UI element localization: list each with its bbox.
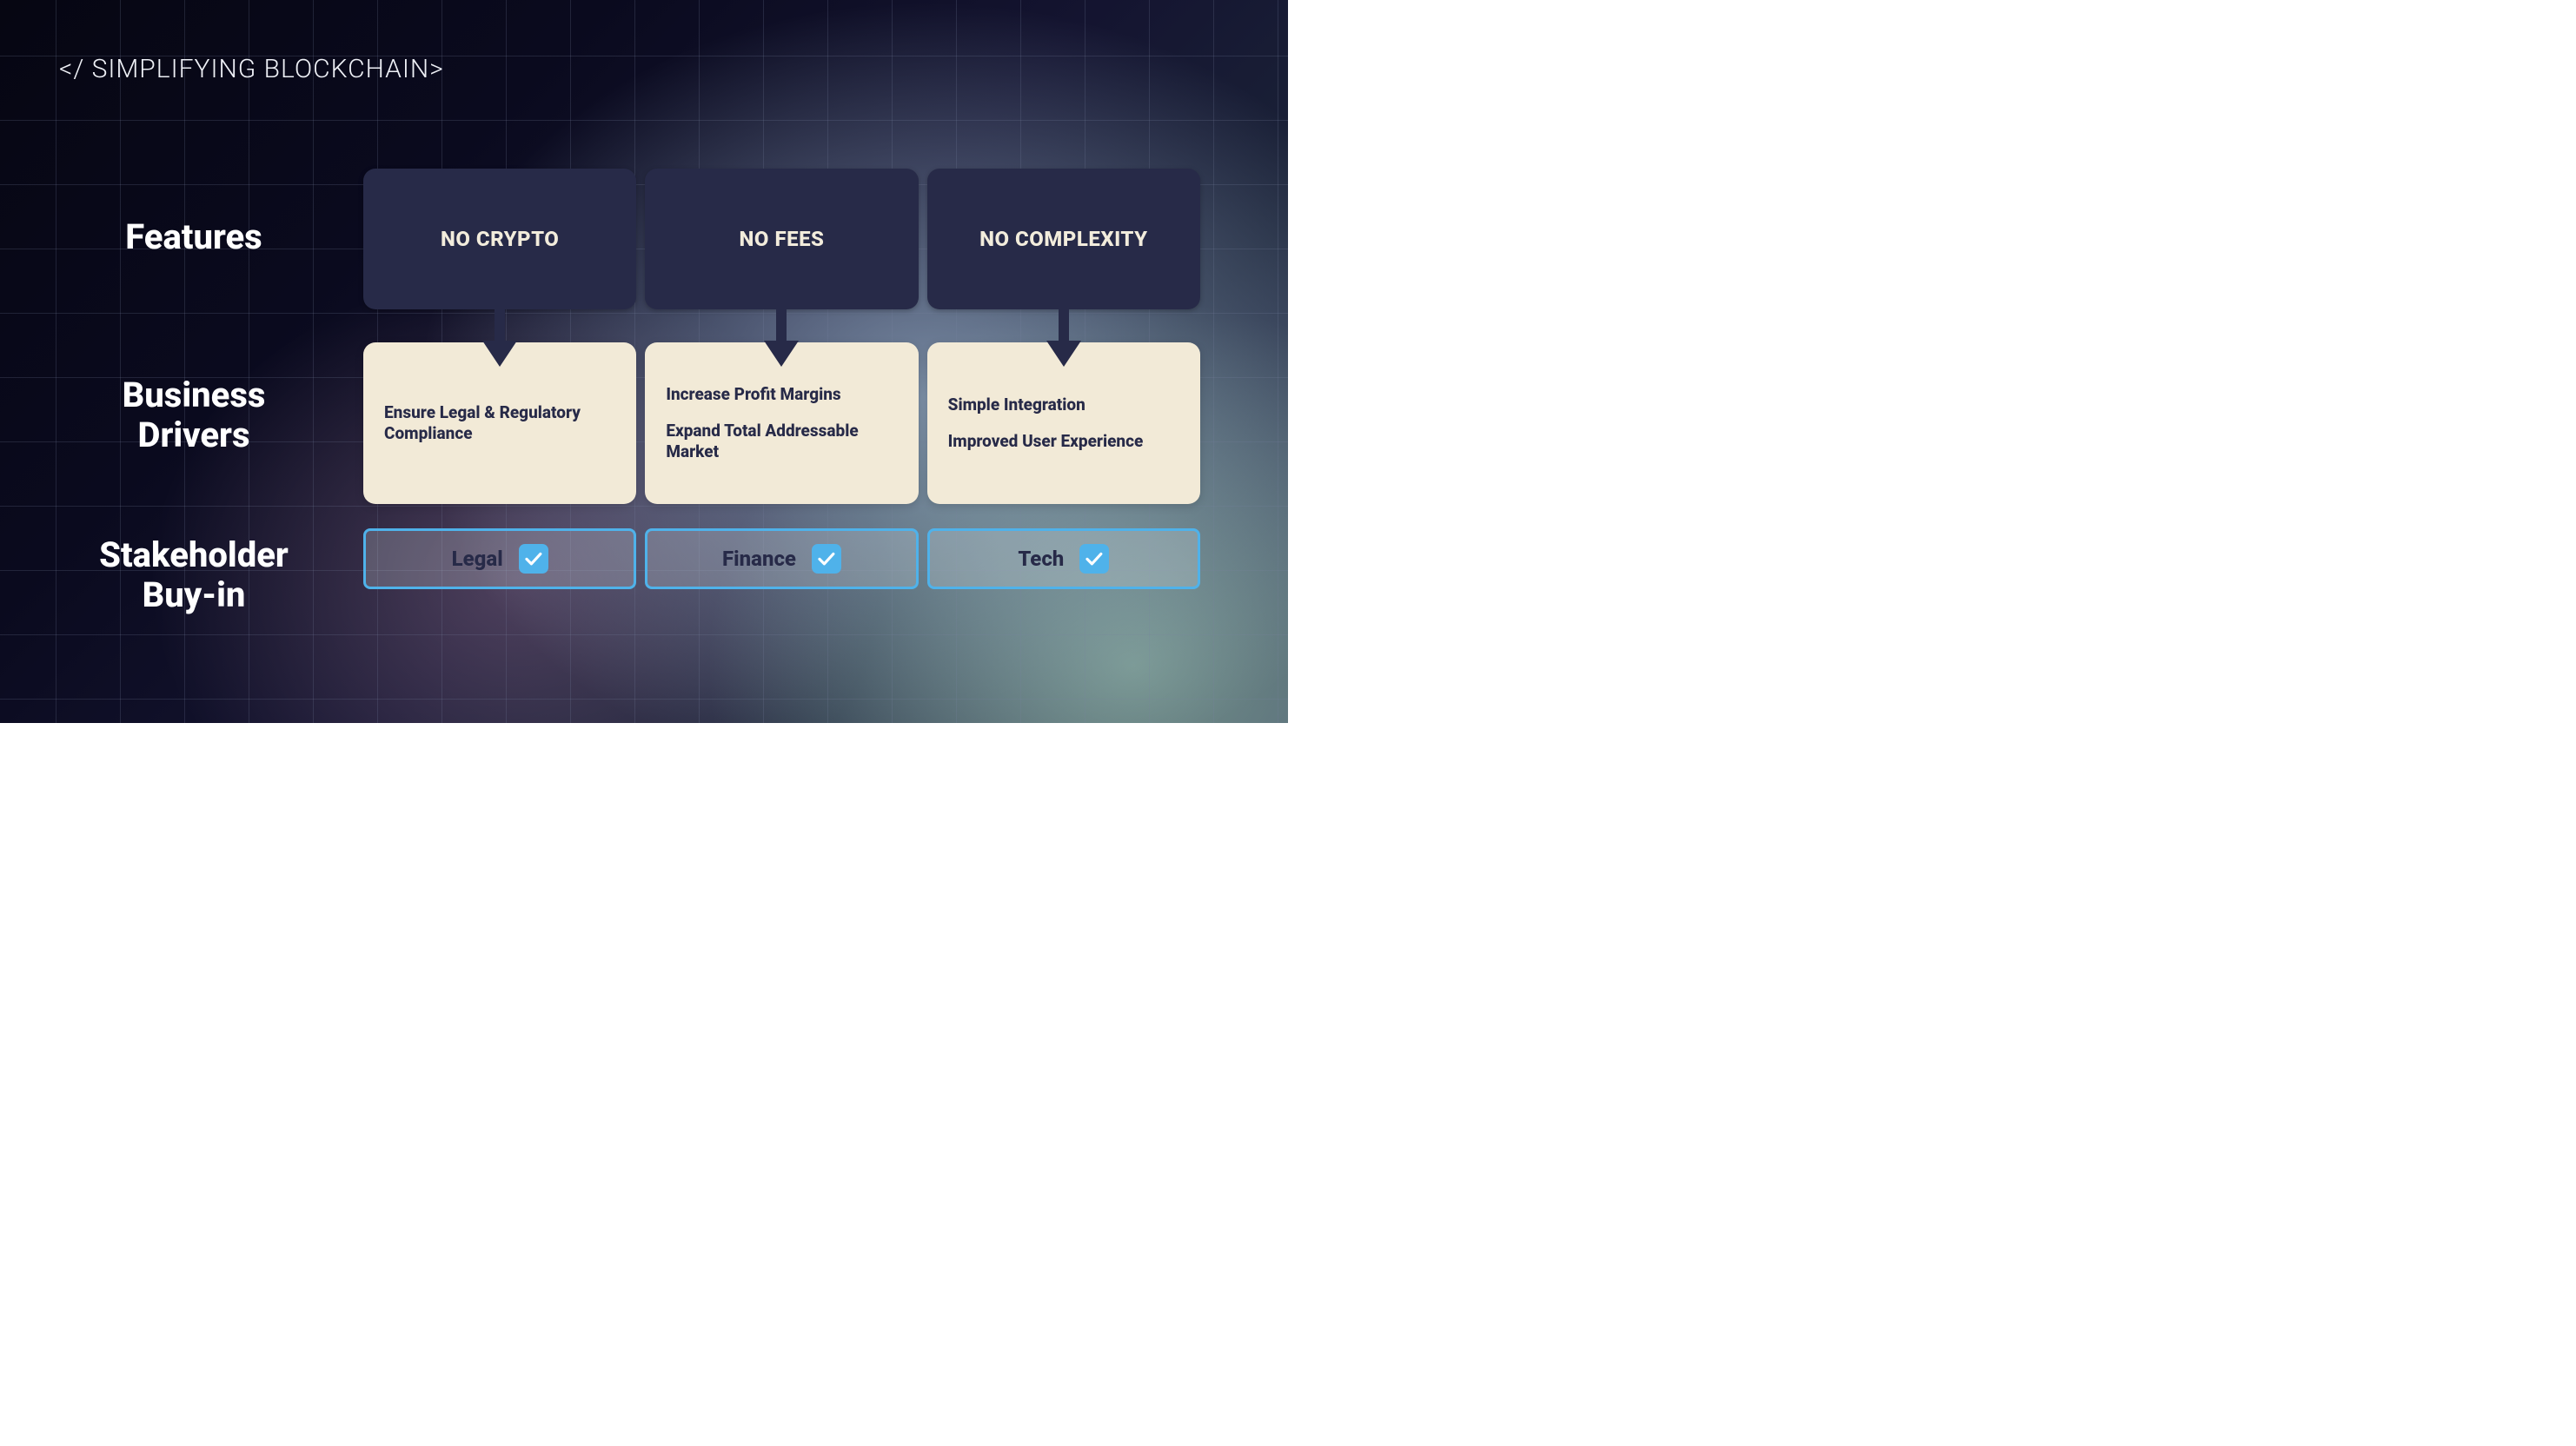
feature-label: NO COMPLEXITY	[979, 227, 1148, 251]
stakeholder-label: Tech	[1018, 547, 1064, 571]
check-icon	[812, 544, 841, 574]
feature-label: NO CRYPTO	[441, 227, 559, 251]
stakeholder-label: Legal	[452, 547, 503, 571]
stakeholder-card: Legal	[363, 528, 636, 589]
arrow-down-icon	[363, 309, 636, 367]
check-icon	[1079, 544, 1109, 574]
driver-text: Ensure Legal & Regulatory Compliance	[384, 402, 615, 444]
row-label-drivers: BusinessDrivers	[59, 375, 329, 455]
slide-stage: </ SIMPLIFYING BLOCKCHAIN> Features Busi…	[0, 0, 1288, 723]
feature-card: NO COMPLEXITY	[927, 169, 1200, 309]
row-label-stakeholders: StakeholderBuy-in	[59, 535, 329, 615]
row-label-features: Features	[59, 217, 329, 257]
driver-text: Increase Profit Margins	[666, 384, 897, 405]
slide-title: </ SIMPLIFYING BLOCKCHAIN>	[59, 54, 444, 84]
feature-card: NO CRYPTO	[363, 169, 636, 309]
features-row: NO CRYPTO NO FEES NO COMPLEXITY	[363, 169, 1200, 367]
stakeholder-card: Tech	[927, 528, 1200, 589]
feature-card: NO FEES	[645, 169, 918, 309]
arrow-down-icon	[645, 309, 918, 367]
check-icon	[519, 544, 548, 574]
driver-text: Expand Total Addressable Market	[666, 421, 897, 462]
arrow-down-icon	[927, 309, 1200, 367]
stakeholder-card: Finance	[645, 528, 918, 589]
stakeholders-row: Legal Finance Tech	[363, 528, 1200, 589]
stakeholder-label: Finance	[722, 547, 796, 571]
driver-text: Simple Integration	[948, 395, 1179, 415]
feature-label: NO FEES	[740, 227, 825, 251]
driver-text: Improved User Experience	[948, 431, 1179, 452]
